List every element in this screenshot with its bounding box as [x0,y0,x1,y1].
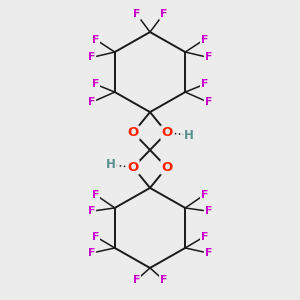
Text: O: O [128,126,139,139]
Text: O: O [161,126,172,139]
Text: H: H [106,158,116,171]
Text: F: F [205,97,212,107]
Text: O: O [128,161,139,174]
Text: F: F [92,232,99,242]
Text: F: F [88,97,95,107]
Text: F: F [92,79,99,89]
Text: F: F [205,248,212,258]
Text: F: F [201,190,208,200]
Text: F: F [201,79,208,89]
Text: F: F [205,206,212,216]
Text: H: H [184,129,194,142]
Text: F: F [133,275,140,285]
Text: F: F [88,52,95,62]
Text: F: F [92,190,99,200]
Text: F: F [88,248,95,258]
Text: F: F [201,34,208,44]
Text: F: F [88,206,95,216]
Text: F: F [201,232,208,242]
Text: F: F [160,275,167,285]
Text: F: F [133,9,140,19]
Text: F: F [92,34,99,44]
Text: O: O [161,161,172,174]
Text: F: F [160,9,167,19]
Text: F: F [205,52,212,62]
